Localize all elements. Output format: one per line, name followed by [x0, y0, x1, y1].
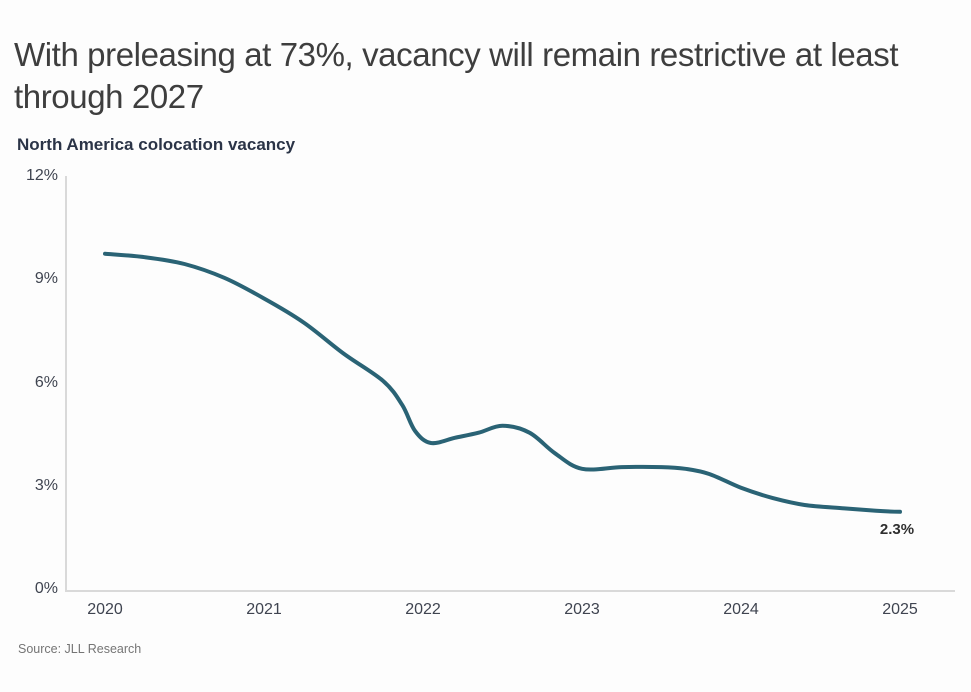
chart-subtitle: North America colocation vacancy: [17, 135, 296, 154]
source-note: Source: JLL Research: [18, 642, 142, 656]
y-tick-label: 3%: [34, 476, 58, 494]
y-tick-label: 0%: [34, 580, 58, 597]
y-tick-label: 9%: [34, 270, 58, 288]
x-tick-label: 2024: [723, 601, 759, 618]
y-tick-label: 6%: [34, 373, 58, 391]
page-title: With preleasing at 73%, vacancy will rem…: [14, 36, 899, 116]
end-value-label: 2.3%: [879, 520, 915, 538]
vacancy-series-line: [103, 251, 902, 514]
x-tick-label: 2022: [405, 601, 441, 618]
x-tick-label: 2025: [882, 601, 918, 618]
axis-lines: [65, 176, 955, 592]
x-tick-label: 2023: [564, 601, 600, 618]
x-tick-label: 2021: [246, 601, 282, 618]
y-tick-label: 12%: [25, 167, 58, 184]
x-tick-label: 2020: [87, 601, 123, 618]
